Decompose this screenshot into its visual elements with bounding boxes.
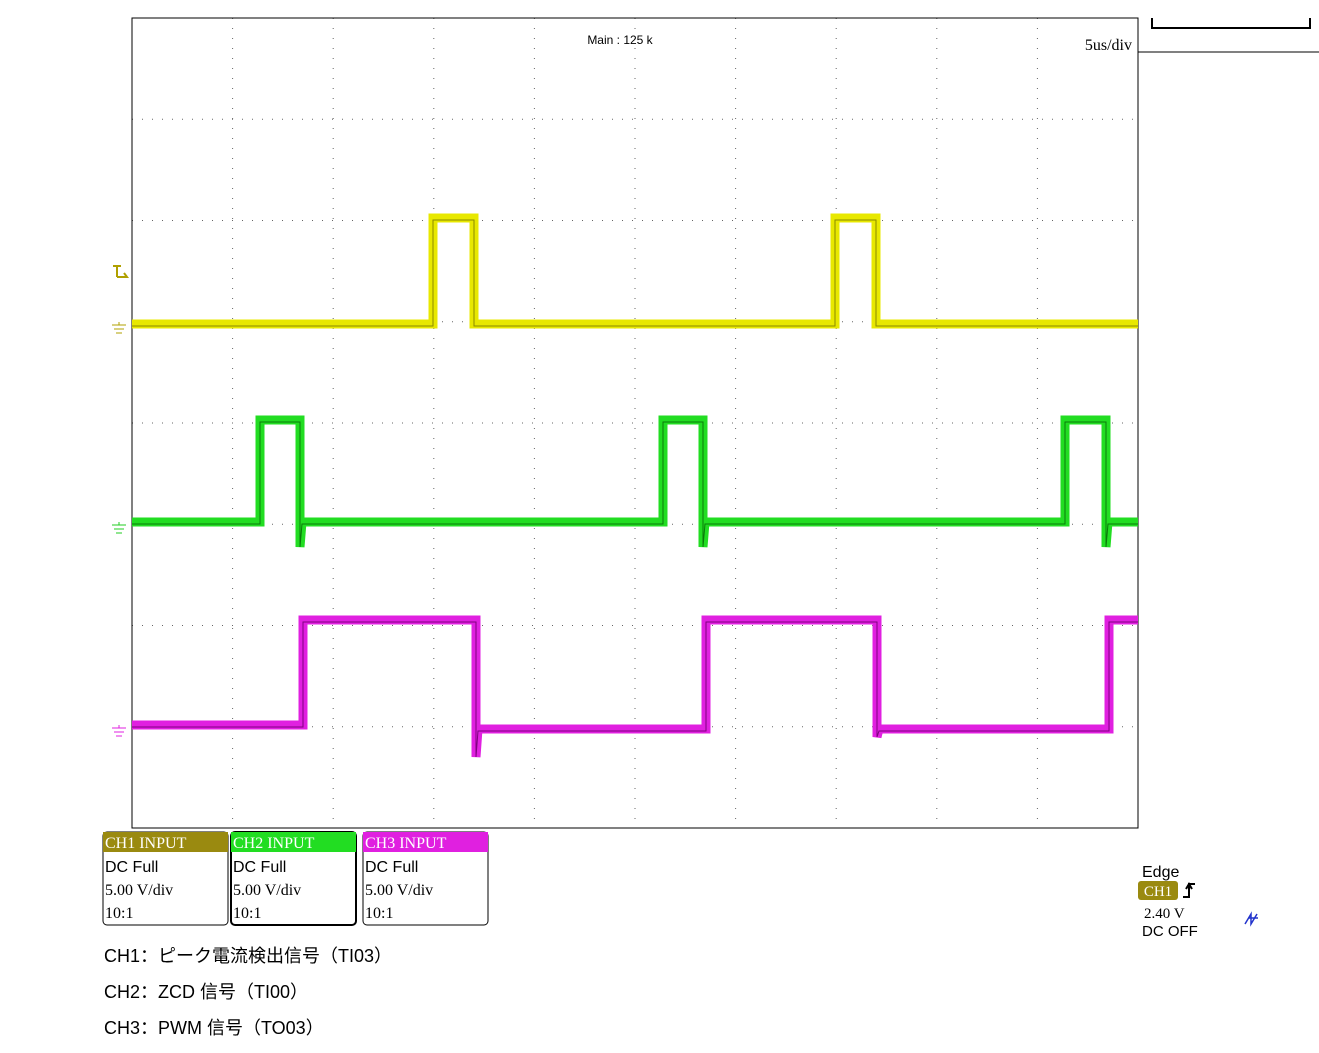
- channel-boxes: CH1 INPUT DC Full 5.00 V/div 10:1 CH2 INPUT D…: [102, 831, 489, 926]
- ch2-trace: [132, 415, 1138, 548]
- channel-header: [363, 832, 488, 852]
- trigger-source: CH1: [1144, 884, 1172, 900]
- channel-label: CH3 INPUT: [365, 835, 447, 852]
- noise-icon: [1244, 911, 1258, 927]
- channel-coupling: DC Full: [105, 859, 158, 876]
- zoom-box: [1151, 18, 1311, 29]
- time-scale: 5us/div: [1085, 37, 1132, 54]
- ch1-trace: [132, 213, 1138, 329]
- trigger-status: DC OFF: [1142, 923, 1198, 940]
- plot-frame: [131, 17, 1139, 829]
- trigger-level: 2.40 V: [1144, 906, 1185, 922]
- channel-header: [103, 832, 228, 852]
- channel-scale: 5.00 V/div: [365, 882, 433, 899]
- channel-coupling: DC Full: [233, 859, 286, 876]
- channel-label: CH1 INPUT: [105, 835, 187, 852]
- trigger-mode: Edge: [1142, 864, 1179, 881]
- caption: CH2：ZCD 信号（TI00）: [104, 982, 308, 1002]
- captions: CH1：ピーク電流検出信号（TI03） CH2：ZCD 信号（TI00） CH3…: [104, 946, 392, 1038]
- channel-scale: 5.00 V/div: [105, 882, 173, 899]
- markers: [112, 265, 129, 737]
- channel-header: [231, 832, 356, 852]
- edge-icon: [1183, 882, 1195, 898]
- timebase-info: Main : 125 k: [587, 33, 653, 47]
- channel-probe: 10:1: [233, 905, 261, 922]
- caption: CH3：PWM 信号（TO03）: [104, 1018, 324, 1038]
- channel-probe: 10:1: [105, 905, 133, 922]
- ch3-trace: [132, 615, 1138, 758]
- trigger-panel: Edge CH1 2.40 V DC OFF: [1138, 864, 1258, 940]
- trigger-source-bg: [1138, 881, 1178, 900]
- caption: CH1：ピーク電流検出信号（TI03）: [104, 946, 392, 966]
- channel-scale: 5.00 V/div: [233, 882, 301, 899]
- channel-label: CH2 INPUT: [233, 835, 315, 852]
- channel-coupling: DC Full: [365, 859, 418, 876]
- channel-probe: 10:1: [365, 905, 393, 922]
